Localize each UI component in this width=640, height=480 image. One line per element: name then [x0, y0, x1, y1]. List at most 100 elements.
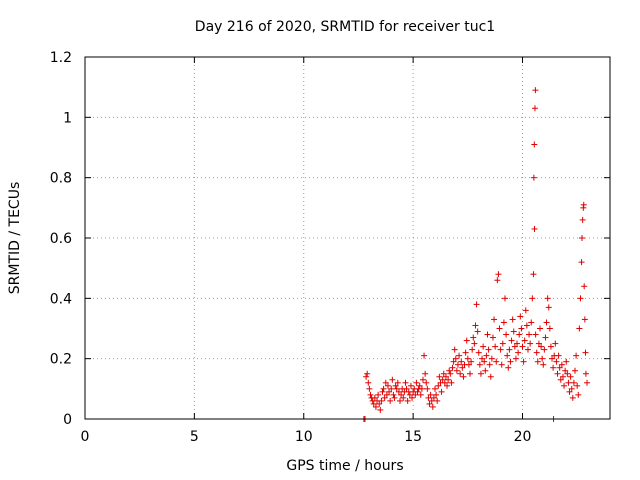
data-point	[546, 325, 553, 332]
data-point	[512, 355, 519, 362]
data-point	[567, 373, 574, 380]
data-point	[436, 373, 443, 380]
data-point	[412, 391, 419, 398]
data-point	[496, 325, 503, 332]
data-point	[409, 394, 416, 401]
data-point	[523, 322, 530, 329]
data-point	[393, 385, 400, 392]
data-point	[565, 379, 572, 386]
data-point	[386, 388, 393, 395]
chart-title: Day 216 of 2020, SRMTID for receiver tuc…	[195, 19, 495, 35]
data-point	[381, 394, 388, 401]
data-point	[503, 331, 510, 338]
data-point	[425, 394, 432, 401]
data-point	[449, 364, 456, 371]
data-point	[395, 388, 402, 395]
data-point	[529, 295, 536, 302]
data-point	[494, 277, 501, 284]
data-point	[531, 141, 538, 148]
data-point	[380, 385, 387, 392]
data-point	[397, 397, 403, 404]
data-point	[556, 364, 563, 371]
data-point	[582, 349, 589, 356]
data-point	[566, 388, 573, 395]
data-point	[488, 355, 495, 362]
data-point	[475, 349, 482, 356]
data-point	[363, 373, 370, 380]
data-point	[554, 370, 561, 377]
data-point	[485, 346, 492, 353]
data-point	[366, 385, 373, 392]
data-point	[555, 352, 562, 359]
y-tick-label: 0.6	[50, 231, 72, 247]
data-point	[531, 105, 538, 112]
data-point	[497, 346, 504, 353]
data-point	[387, 397, 394, 404]
data-point	[421, 352, 428, 359]
data-point	[505, 364, 512, 371]
data-point	[564, 370, 571, 377]
data-point	[573, 352, 580, 359]
data-point	[470, 334, 477, 341]
data-point	[493, 358, 500, 365]
data-point	[521, 337, 528, 344]
data-point	[584, 379, 591, 386]
data-point	[414, 388, 421, 395]
data-point	[550, 364, 557, 371]
data-point	[394, 379, 401, 386]
data-point	[459, 364, 466, 371]
data-point	[370, 400, 377, 407]
data-point	[407, 382, 414, 389]
y-tick-label: 1	[63, 110, 72, 126]
data-point	[516, 331, 523, 338]
data-point	[557, 376, 564, 383]
y-tick-label: 0	[63, 412, 72, 428]
data-point	[482, 367, 489, 374]
data-point	[569, 394, 576, 401]
data-point	[400, 394, 407, 401]
data-point	[518, 325, 525, 332]
data-point	[450, 358, 457, 365]
data-point	[439, 376, 446, 383]
data-point	[553, 358, 560, 365]
data-point	[371, 394, 378, 401]
data-point	[398, 391, 405, 398]
data-point	[543, 319, 550, 326]
data-point	[432, 385, 438, 392]
data-point	[579, 235, 585, 241]
data-point	[552, 340, 559, 347]
x-tick-label: 20	[514, 429, 532, 445]
data-point	[474, 328, 481, 335]
data-point	[389, 376, 396, 383]
data-point	[452, 355, 459, 362]
data-point	[403, 385, 410, 392]
data-point	[499, 340, 506, 347]
data-point	[528, 319, 535, 326]
data-point	[372, 403, 379, 410]
data-point	[428, 397, 435, 404]
data-point	[427, 391, 434, 398]
data-point	[456, 352, 463, 359]
data-point	[531, 225, 538, 232]
data-point	[441, 379, 448, 386]
data-point	[538, 343, 545, 350]
data-point	[477, 370, 484, 377]
data-point	[472, 322, 479, 329]
y-axis-label: SRMTID / TECUs	[7, 182, 23, 295]
plot-frame	[84, 56, 611, 420]
data-point	[511, 343, 518, 350]
data-point	[539, 355, 546, 362]
data-point	[418, 385, 425, 392]
data-point	[464, 355, 471, 362]
data-point	[429, 403, 436, 410]
data-point	[549, 355, 556, 362]
data-point	[392, 382, 399, 389]
data-point	[581, 283, 588, 290]
data-point	[365, 379, 372, 386]
data-point	[559, 373, 566, 380]
data-point	[537, 325, 543, 332]
data-point	[433, 391, 440, 398]
data-point	[530, 174, 537, 181]
data-point	[388, 385, 395, 392]
